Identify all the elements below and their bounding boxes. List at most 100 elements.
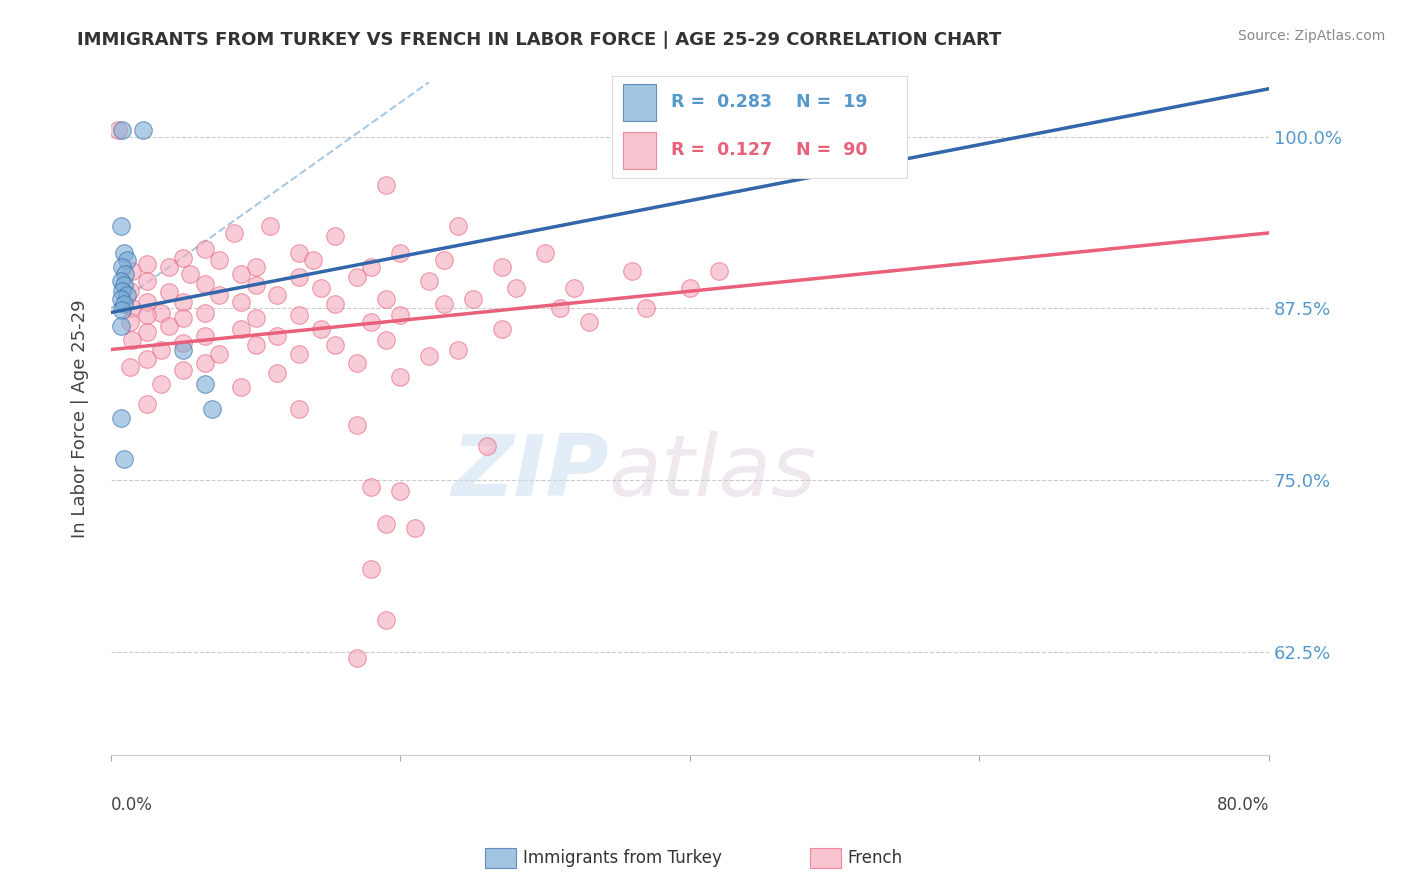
Point (266, 366, 288, 380)
Point (620, 264, 643, 278)
Point (534, 246, 557, 260)
Point (679, 281, 702, 295)
Point (418, 350, 440, 364)
Point (447, 343, 470, 357)
Text: ZIP: ZIP (451, 431, 609, 514)
Point (346, 418, 368, 433)
Point (136, 257, 159, 271)
Point (110, 319, 132, 334)
Point (111, 302, 134, 317)
Point (636, 301, 658, 316)
Point (131, 123, 153, 137)
Point (266, 329, 288, 343)
Point (111, 284, 134, 298)
Point (112, 297, 135, 311)
Text: Immigrants from Turkey: Immigrants from Turkey (523, 849, 721, 867)
Point (194, 376, 217, 391)
Point (208, 347, 231, 361)
Point (157, 260, 180, 275)
Point (548, 301, 571, 316)
Point (194, 243, 217, 257)
Point (288, 347, 311, 361)
Point (136, 352, 159, 367)
Point (229, 294, 252, 309)
Point (389, 370, 412, 384)
Point (288, 269, 311, 284)
Point (150, 305, 173, 319)
Point (374, 292, 396, 306)
Point (433, 253, 456, 268)
Point (157, 319, 180, 334)
Point (245, 311, 267, 326)
Point (562, 281, 585, 295)
Point (112, 246, 135, 260)
Point (491, 322, 513, 336)
Point (118, 284, 141, 298)
Text: French: French (848, 849, 903, 867)
Point (389, 308, 412, 322)
Text: 80.0%: 80.0% (1216, 796, 1270, 814)
Point (346, 356, 368, 370)
Point (433, 297, 456, 311)
Point (150, 343, 173, 357)
Bar (623, 84, 655, 121)
Point (505, 281, 527, 295)
Point (208, 287, 231, 301)
Point (118, 360, 141, 375)
Point (121, 333, 143, 347)
Point (360, 562, 382, 576)
Point (578, 315, 600, 329)
Point (418, 274, 440, 288)
Point (112, 278, 135, 293)
Point (115, 253, 138, 268)
Point (374, 333, 396, 347)
Point (360, 315, 382, 329)
Point (194, 329, 217, 343)
Point (110, 219, 132, 233)
Point (374, 613, 396, 627)
Point (172, 343, 194, 357)
Point (374, 178, 396, 192)
Point (121, 301, 143, 316)
Text: Source: ZipAtlas.com: Source: ZipAtlas.com (1237, 29, 1385, 43)
Point (650, 123, 672, 137)
Y-axis label: In Labor Force | Age 25-29: In Labor Force | Age 25-29 (72, 299, 89, 538)
Point (229, 379, 252, 393)
Point (389, 483, 412, 498)
Point (222, 226, 245, 240)
Point (707, 264, 730, 278)
Point (136, 294, 159, 309)
Point (194, 356, 217, 370)
Point (266, 287, 288, 301)
Point (172, 335, 194, 350)
Point (201, 401, 224, 416)
Point (157, 285, 180, 299)
Text: 0.0%: 0.0% (111, 796, 153, 814)
Point (389, 246, 412, 260)
Point (309, 322, 332, 336)
Point (194, 277, 217, 291)
Point (208, 253, 231, 268)
Point (323, 338, 346, 352)
Point (111, 260, 134, 275)
Point (346, 651, 368, 665)
Point (194, 305, 217, 319)
Point (461, 292, 484, 306)
Text: atlas: atlas (609, 431, 817, 514)
Point (136, 397, 159, 411)
Point (288, 308, 311, 322)
Point (360, 260, 382, 275)
Point (346, 269, 368, 284)
Point (245, 278, 267, 293)
Point (259, 219, 281, 233)
Point (302, 253, 325, 268)
Point (121, 264, 143, 278)
Point (172, 311, 194, 326)
Point (288, 401, 311, 416)
Point (491, 260, 513, 275)
Point (172, 294, 194, 309)
Point (245, 260, 267, 275)
Point (229, 267, 252, 281)
Text: R =  0.127    N =  90: R = 0.127 N = 90 (671, 141, 868, 159)
Point (136, 325, 159, 339)
